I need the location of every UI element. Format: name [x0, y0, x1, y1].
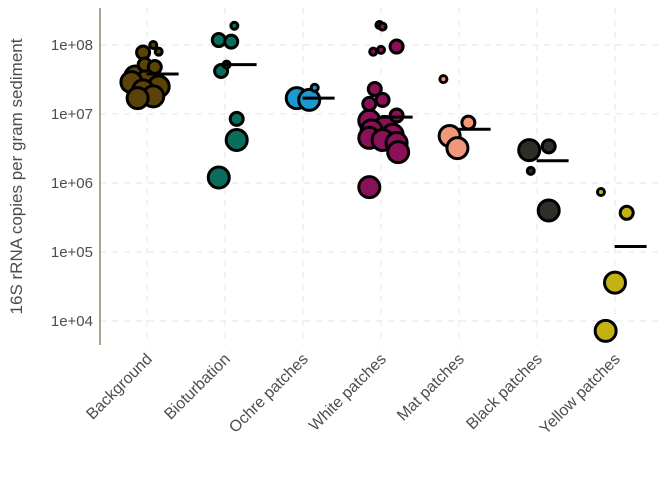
y-tick-label: 1e+05	[51, 244, 93, 261]
data-point	[540, 138, 557, 155]
data-point	[374, 91, 391, 108]
data-point	[224, 127, 249, 152]
x-tick-label: Black patches	[463, 351, 545, 433]
data-point	[525, 165, 536, 176]
data-point	[460, 114, 477, 131]
data-point	[536, 198, 561, 223]
data-point	[376, 44, 386, 55]
data-points	[119, 19, 635, 343]
y-axis-label: 16S rRNA copies per gram sediment	[7, 38, 26, 314]
data-point	[593, 318, 618, 343]
data-point	[618, 204, 635, 221]
x-tick-label: Background	[83, 351, 155, 423]
data-point	[595, 187, 606, 198]
data-point	[603, 270, 627, 295]
x-tick-label: Bioturbation	[161, 351, 233, 423]
data-point	[210, 32, 227, 49]
x-tick-label: White patches	[306, 351, 390, 435]
y-tick-labels: 1e+04 1e+05 1e+06 1e+07 1e+08	[51, 37, 93, 330]
data-point	[438, 74, 449, 85]
mean-markers	[146, 63, 647, 249]
data-point	[388, 107, 405, 124]
y-tick-label: 1e+08	[51, 37, 93, 54]
data-point	[146, 58, 163, 75]
data-point	[377, 21, 388, 32]
data-point	[148, 40, 159, 50]
data-point	[366, 81, 383, 98]
gridlines	[100, 8, 662, 345]
data-point	[297, 87, 322, 112]
data-point	[388, 38, 405, 55]
data-point	[361, 95, 378, 112]
data-point	[386, 140, 411, 165]
data-point	[357, 175, 382, 200]
data-point	[153, 46, 164, 57]
y-tick-label: 1e+06	[51, 175, 93, 192]
data-point	[228, 110, 245, 127]
data-point	[445, 136, 470, 161]
x-tick-label: Ochre patches	[226, 351, 312, 437]
x-tick-label: Mat patches	[394, 351, 468, 425]
data-point	[223, 33, 240, 50]
y-tick-label: 1e+07	[51, 106, 93, 123]
x-tick-label: Yellow patches	[537, 351, 624, 438]
data-point	[517, 138, 542, 163]
data-point	[368, 46, 379, 57]
y-tick-label: 1e+04	[51, 313, 93, 330]
data-point	[206, 165, 231, 190]
data-point	[125, 86, 150, 111]
data-point	[229, 20, 240, 31]
data-point	[309, 82, 320, 93]
